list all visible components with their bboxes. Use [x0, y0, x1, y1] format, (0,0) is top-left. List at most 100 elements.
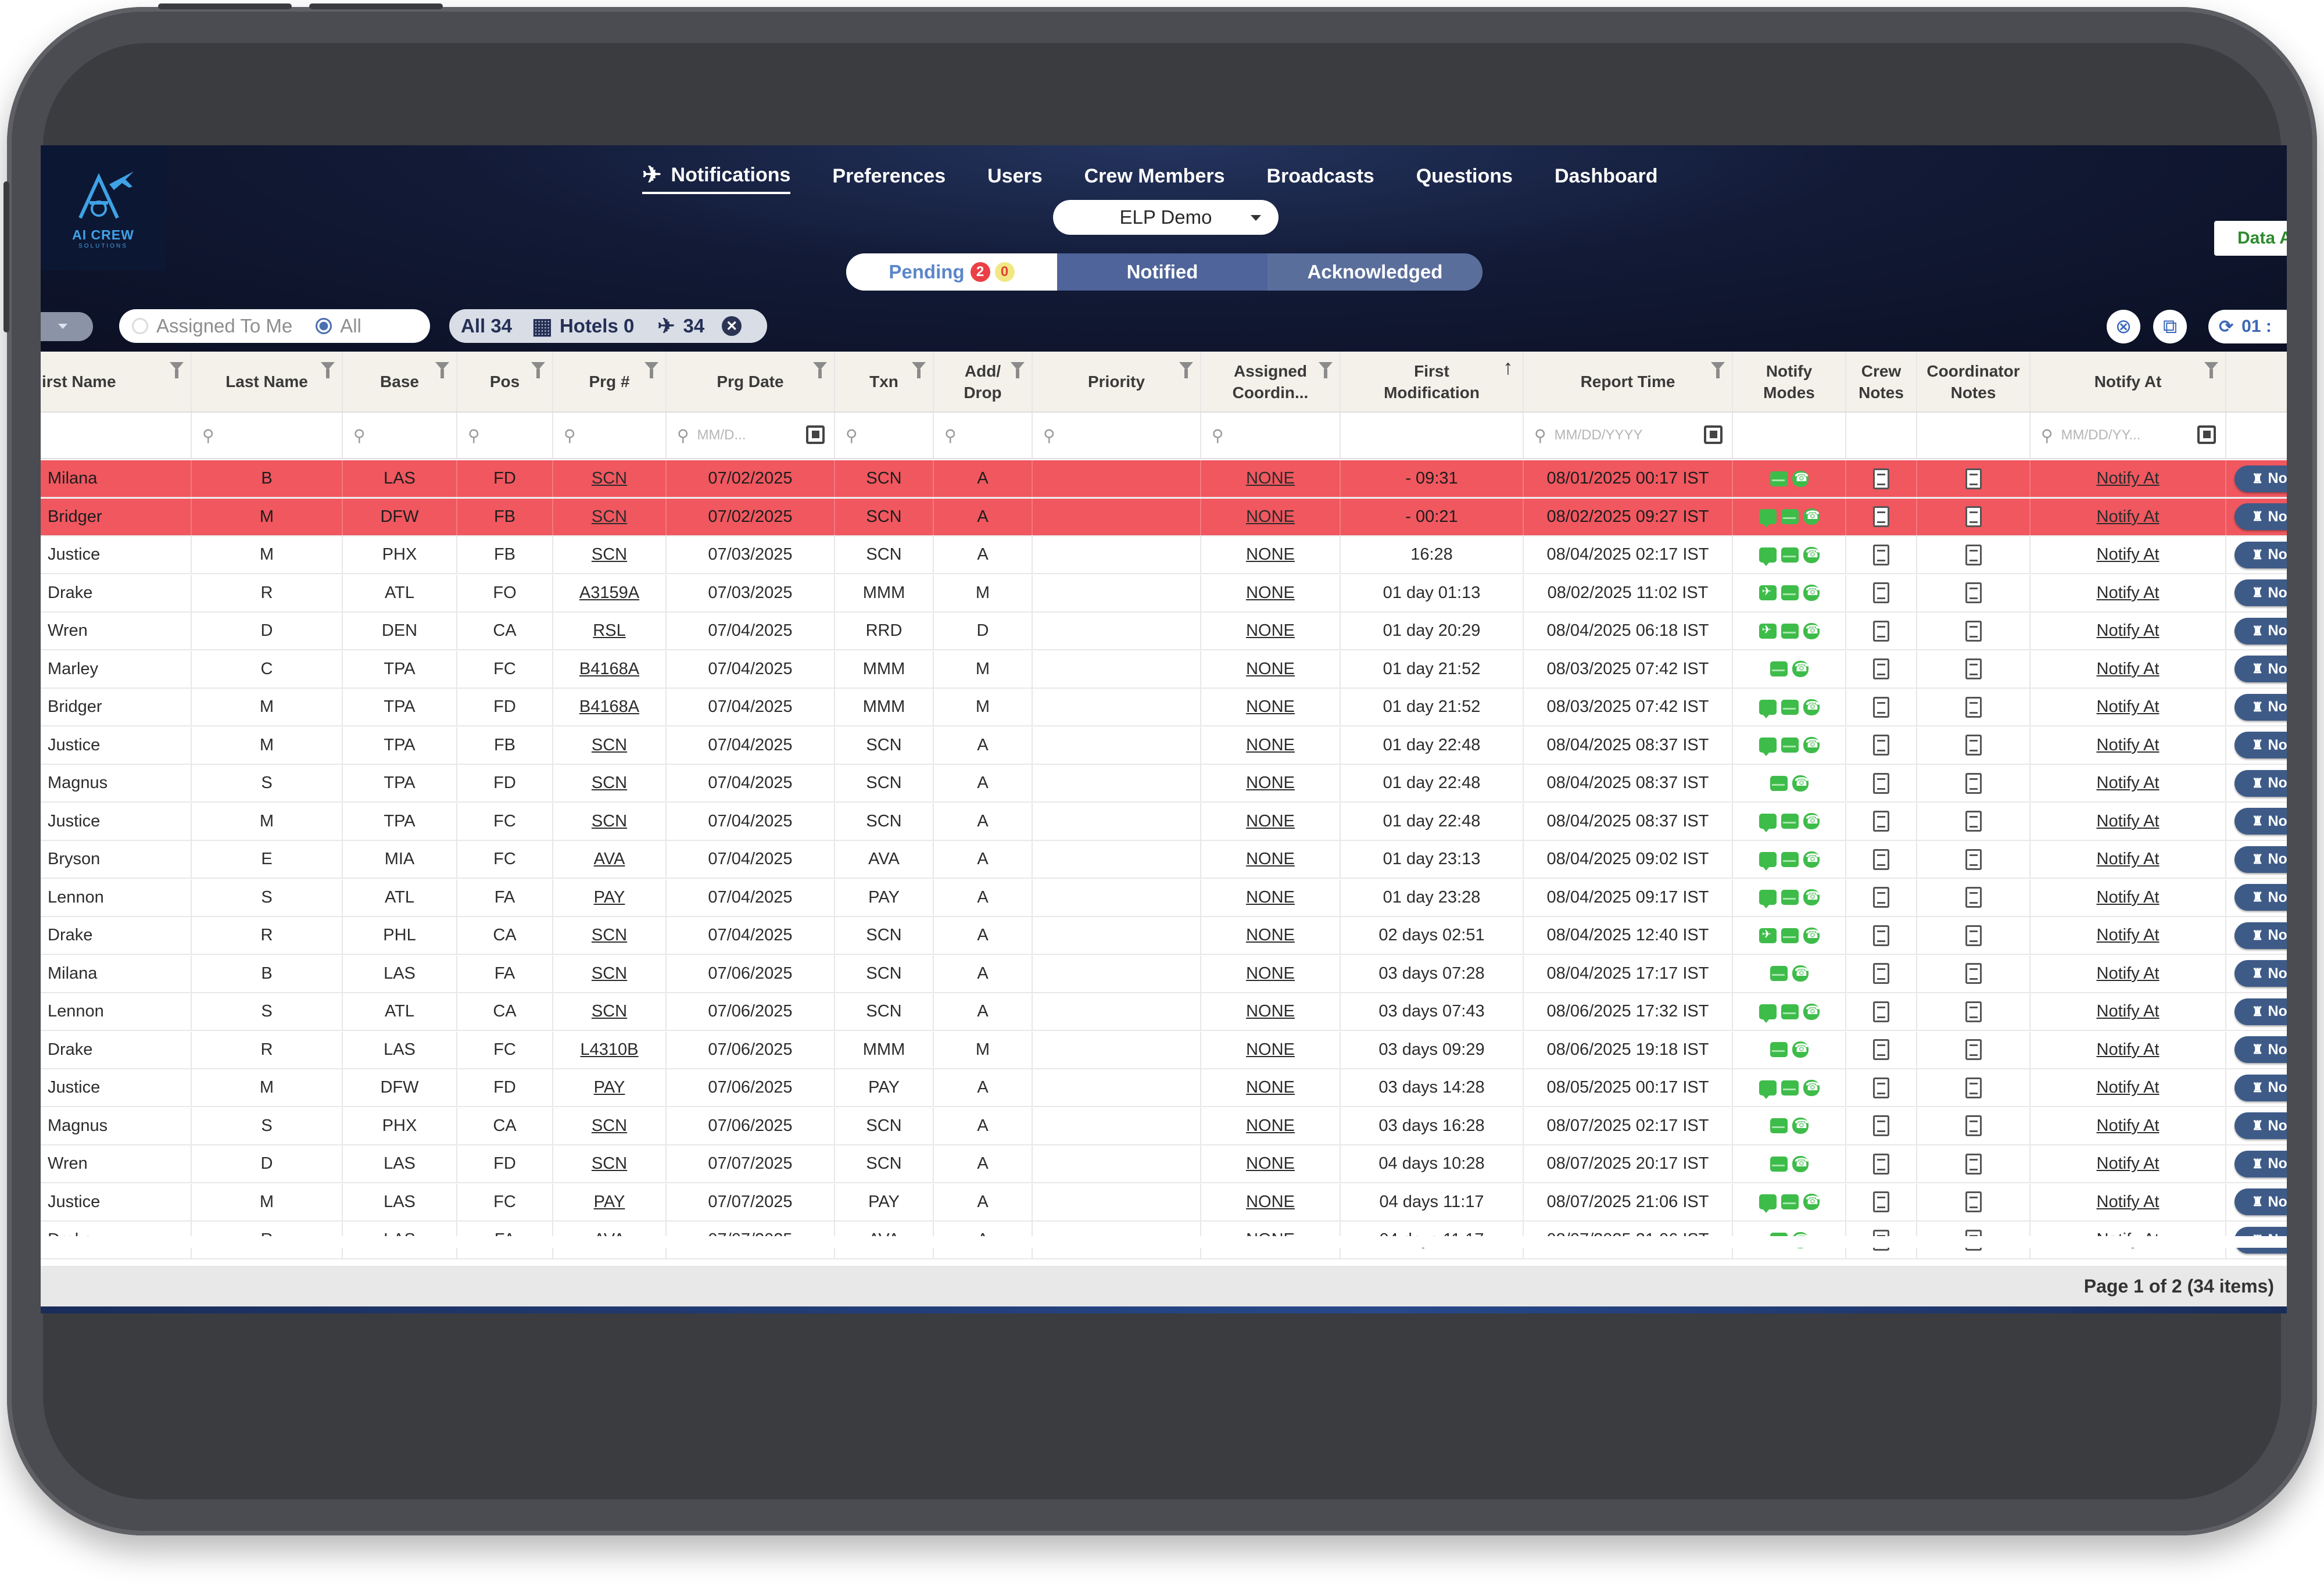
- cell-prg[interactable]: SCN: [553, 803, 667, 840]
- cell-crewnotes[interactable]: [1846, 1069, 1917, 1106]
- notify-at-link[interactable]: Notify At: [2096, 1002, 2160, 1021]
- notes-icon[interactable]: [1873, 1115, 1889, 1136]
- cell-prg[interactable]: SCN: [553, 1145, 667, 1182]
- notify-button[interactable]: ♜ Notify: [2235, 1150, 2287, 1177]
- notes-icon[interactable]: [1873, 468, 1889, 489]
- filter-icon[interactable]: [1179, 362, 1193, 378]
- cell-crewnotes[interactable]: [1846, 689, 1917, 725]
- cell-value-prg[interactable]: AVA: [593, 850, 625, 868]
- notify-at-link[interactable]: Notify At: [2096, 774, 2160, 792]
- cell-coordinator[interactable]: NONE: [1201, 613, 1341, 649]
- coordinator-link[interactable]: NONE: [1246, 774, 1295, 792]
- cell-prg[interactable]: SCN: [553, 765, 667, 801]
- search-cell-notifyat[interactable]: ⚲ MM/DD/YY...: [2031, 413, 2226, 458]
- cell-prg[interactable]: B4168A: [553, 650, 667, 688]
- cell-crewnotes[interactable]: [1846, 650, 1917, 688]
- cell-crewnotes[interactable]: [1846, 1145, 1917, 1182]
- table-row[interactable]: Justice M TPA FB SCN 07/04/2025 SCN A 01 day 22:…: [41, 726, 2287, 765]
- cell-notify-at[interactable]: Notify At: [2031, 841, 2226, 878]
- sort-arrow-icon[interactable]: ↑: [1503, 355, 1513, 379]
- cell-value-prg[interactable]: SCN: [591, 545, 628, 564]
- chip-hotels[interactable]: Hotels 0: [559, 315, 635, 336]
- chip-all[interactable]: All 34: [461, 315, 513, 336]
- table-row[interactable]: Bridger M TPA FD B4168A 07/04/2025 MMM M 01 day …: [41, 689, 2287, 726]
- table-row[interactable]: Drake R PHL CA SCN 07/04/2025 SCN A 02 days 02:5…: [41, 917, 2287, 955]
- cell-crewnotes[interactable]: [1846, 726, 1917, 764]
- notes-icon[interactable]: [1965, 1039, 1982, 1060]
- nav-preferences[interactable]: Preferences: [832, 164, 946, 187]
- notify-button[interactable]: ♜ Notify: [2235, 1036, 2287, 1063]
- coordinator-link[interactable]: NONE: [1246, 697, 1295, 716]
- cell-notify-at[interactable]: Notify At: [2031, 1107, 2226, 1144]
- date-search-placeholder[interactable]: MM/DD/YY...: [2061, 427, 2141, 443]
- coordinator-link[interactable]: NONE: [1246, 1154, 1295, 1173]
- cell-value-prg[interactable]: L4310B: [580, 1040, 639, 1059]
- cell-coordinator[interactable]: NONE: [1201, 841, 1341, 878]
- search-cell-prg[interactable]: ⚲: [553, 413, 667, 458]
- notes-icon[interactable]: [1965, 582, 1982, 603]
- notify-at-link[interactable]: Notify At: [2096, 507, 2160, 526]
- filter-icon[interactable]: [321, 362, 335, 378]
- notify-at-link[interactable]: Notify At: [2096, 811, 2160, 830]
- cell-value-prg[interactable]: SCN: [591, 926, 628, 944]
- data-button[interactable]: Data A: [2214, 221, 2287, 256]
- refresh-button[interactable]: ⟳ 01 :: [2208, 310, 2287, 343]
- coordinator-link[interactable]: NONE: [1246, 1002, 1295, 1021]
- notes-icon[interactable]: [1965, 1115, 1982, 1136]
- filter-icon[interactable]: [912, 362, 926, 378]
- column-header-modes[interactable]: Notify Modes: [1733, 352, 1846, 411]
- cell-prg[interactable]: RSL: [553, 613, 667, 649]
- table-row[interactable]: Lennon S ATL FA PAY 07/04/2025 PAY A 01 day 23:2…: [41, 879, 2287, 917]
- cell-prg[interactable]: SCN: [553, 498, 667, 535]
- notify-button[interactable]: ♜ Notify: [2235, 656, 2287, 682]
- cell-notify-at[interactable]: Notify At: [2031, 460, 2226, 497]
- filter-icon[interactable]: [2204, 362, 2218, 378]
- notify-button[interactable]: ♜ Notify: [2235, 541, 2287, 568]
- coordinator-link[interactable]: NONE: [1246, 1192, 1295, 1211]
- notify-button[interactable]: ♜ Notify: [2235, 579, 2287, 606]
- cell-prg[interactable]: B4168A: [553, 689, 667, 725]
- cell-coordinator[interactable]: NONE: [1201, 1031, 1341, 1068]
- cell-coordnotes[interactable]: [1917, 536, 2031, 573]
- cell-crewnotes[interactable]: [1846, 803, 1917, 840]
- cell-value-prg[interactable]: PAY: [593, 887, 625, 907]
- cell-value-prg[interactable]: RSL: [593, 621, 626, 640]
- column-header-txn[interactable]: Txn: [835, 352, 934, 411]
- cell-value-prg[interactable]: SCN: [591, 1002, 628, 1021]
- search-cell-priority[interactable]: ⚲: [1033, 413, 1201, 458]
- table-row[interactable]: Magnus S PHX CA SCN 07/06/2025 SCN A 03 days 16:…: [41, 1107, 2287, 1145]
- notes-icon[interactable]: [1965, 925, 1982, 946]
- notes-icon[interactable]: [1965, 620, 1982, 642]
- table-row[interactable]: Wren D LAS FD SCN 07/07/2025 SCN A 04 days 10:28…: [41, 1145, 2287, 1183]
- nav-dashboard[interactable]: Dashboard: [1554, 164, 1658, 187]
- coordinator-link[interactable]: NONE: [1246, 811, 1295, 830]
- notify-at-link[interactable]: Notify At: [2096, 621, 2160, 640]
- notify-at-link[interactable]: Notify At: [2096, 583, 2160, 602]
- nav-users[interactable]: Users: [987, 164, 1043, 187]
- assigned-to-me-label[interactable]: Assigned To Me: [156, 315, 293, 336]
- cell-notify-at[interactable]: Notify At: [2031, 803, 2226, 840]
- cell-prg[interactable]: SCN: [553, 460, 667, 497]
- chip-flights[interactable]: 34: [683, 315, 705, 336]
- table-row[interactable]: Milana B LAS FA SCN 07/06/2025 SCN A 03 days 07:…: [41, 955, 2287, 993]
- cell-value-prg[interactable]: PAY: [593, 1192, 625, 1211]
- cell-prg[interactable]: SCN: [553, 955, 667, 992]
- notify-button[interactable]: ♜ Notify: [2235, 922, 2287, 949]
- cell-prg[interactable]: A3159A: [553, 574, 667, 611]
- cell-coordinator[interactable]: NONE: [1201, 689, 1341, 725]
- notes-icon[interactable]: [1965, 772, 1982, 794]
- export-button[interactable]: ⧉: [2153, 310, 2187, 343]
- notes-icon[interactable]: [1965, 735, 1982, 756]
- table-row[interactable]: Justice M DFW FD PAY 07/06/2025 PAY A 03 days 14…: [41, 1069, 2287, 1107]
- cell-value-prg[interactable]: A3159A: [579, 583, 640, 602]
- cell-prg[interactable]: SCN: [553, 993, 667, 1030]
- filter-icon[interactable]: [813, 362, 827, 378]
- cell-crewnotes[interactable]: [1846, 1107, 1917, 1144]
- view-dropdown[interactable]: [41, 312, 93, 341]
- cell-coordnotes[interactable]: [1917, 650, 2031, 688]
- filter-icon[interactable]: [644, 362, 658, 378]
- coordinator-link[interactable]: NONE: [1246, 507, 1295, 526]
- coordinator-link[interactable]: NONE: [1246, 583, 1295, 602]
- cell-crewnotes[interactable]: [1846, 536, 1917, 573]
- notify-button[interactable]: ♜ Notify: [2235, 693, 2287, 721]
